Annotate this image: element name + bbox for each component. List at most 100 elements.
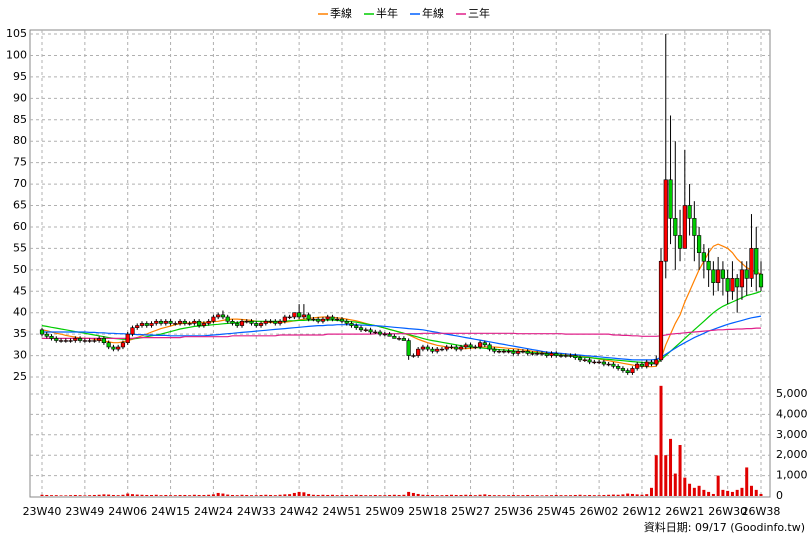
volume-bar bbox=[754, 489, 758, 496]
volume-bar bbox=[78, 495, 82, 496]
volume-bar bbox=[511, 494, 515, 496]
candle-body bbox=[435, 348, 440, 352]
volume-bar bbox=[83, 495, 87, 496]
volume-bar bbox=[183, 494, 187, 496]
x-tick-label: 25W36 bbox=[494, 505, 533, 518]
candle-body bbox=[216, 314, 221, 318]
candle-body bbox=[263, 320, 268, 324]
candle-body bbox=[644, 361, 649, 367]
candle-body bbox=[116, 346, 121, 350]
volume-bar bbox=[178, 494, 182, 496]
candle-body bbox=[292, 312, 297, 318]
candle-body bbox=[573, 355, 578, 359]
volume-bar bbox=[602, 494, 606, 496]
volume-bar bbox=[488, 494, 492, 496]
y-tick-label: 65 bbox=[13, 199, 27, 212]
volume-bar bbox=[173, 495, 177, 496]
candle-body bbox=[273, 320, 278, 324]
candle-body bbox=[235, 323, 240, 326]
candle-body bbox=[720, 269, 726, 279]
x-tick-label: 23W49 bbox=[65, 505, 104, 518]
candle-body bbox=[268, 320, 273, 323]
y-tick-label: 60 bbox=[13, 220, 27, 233]
candle-body bbox=[658, 260, 664, 361]
volume-bar bbox=[716, 475, 720, 496]
volume-bar bbox=[102, 494, 106, 496]
candle-body bbox=[454, 346, 459, 350]
volume-bar bbox=[654, 455, 658, 496]
volume-bar bbox=[611, 494, 615, 496]
x-tick-label: 26W12 bbox=[623, 505, 662, 518]
volume-bar bbox=[454, 494, 458, 496]
candle-body bbox=[458, 346, 464, 350]
candle-body bbox=[101, 338, 107, 344]
volume-bar bbox=[426, 494, 430, 496]
candle-body bbox=[425, 346, 430, 350]
volume-bar bbox=[649, 487, 653, 496]
candle-body bbox=[163, 320, 168, 324]
volume-bar bbox=[702, 489, 706, 496]
volume-bar bbox=[683, 477, 687, 496]
candle-body bbox=[82, 340, 87, 342]
volume-bar bbox=[364, 495, 368, 496]
candle-body bbox=[525, 350, 530, 354]
volume-bar bbox=[711, 493, 715, 496]
candle-body bbox=[320, 318, 326, 322]
volume-bar bbox=[616, 494, 620, 496]
volume-bar bbox=[449, 494, 453, 496]
volume-bar bbox=[530, 495, 534, 496]
candle-body bbox=[173, 323, 178, 325]
candle-body bbox=[739, 269, 745, 288]
candle-body bbox=[249, 320, 254, 324]
candle-body bbox=[244, 320, 249, 323]
x-tick-label: 25W09 bbox=[365, 505, 404, 518]
volume-bar bbox=[126, 493, 130, 496]
candle-body bbox=[344, 320, 349, 324]
legend-label: 年線 bbox=[422, 6, 444, 20]
y-tick-label: 50 bbox=[13, 263, 27, 276]
candle-body bbox=[597, 361, 602, 364]
candle-body bbox=[335, 318, 340, 321]
volume-bar bbox=[50, 495, 54, 496]
volume-bar bbox=[745, 467, 749, 496]
candle-body bbox=[354, 325, 359, 328]
volume-bar bbox=[335, 495, 339, 496]
candle-body bbox=[539, 353, 545, 355]
y-tick-label: 30 bbox=[13, 349, 27, 362]
volume-bar bbox=[340, 494, 344, 496]
candle-body bbox=[639, 363, 645, 367]
candle-body bbox=[420, 346, 426, 350]
candle-body bbox=[677, 235, 683, 249]
volume-bar bbox=[69, 495, 73, 496]
candle-body bbox=[330, 316, 335, 320]
candle-body bbox=[397, 338, 402, 340]
candle-body bbox=[258, 323, 264, 326]
volume-bar bbox=[130, 494, 134, 496]
volume-bar bbox=[297, 491, 301, 496]
source: 資料日期: 09/17 (Goodinfo.tw) bbox=[644, 520, 805, 534]
volume-bar bbox=[330, 494, 334, 496]
candle-body bbox=[377, 331, 383, 335]
volume-bar bbox=[569, 495, 573, 496]
candle-body bbox=[192, 320, 197, 324]
ma-line bbox=[42, 315, 762, 361]
x-tick-label: 26W30 bbox=[708, 505, 747, 518]
candle-body bbox=[106, 342, 111, 348]
volume-bar bbox=[169, 495, 173, 496]
volume-bar bbox=[292, 492, 296, 496]
candle-body bbox=[430, 348, 435, 352]
candle-body bbox=[673, 218, 678, 236]
candle-body bbox=[339, 318, 345, 322]
volume-bar bbox=[407, 491, 411, 496]
volume-bar bbox=[507, 495, 511, 496]
candle-body bbox=[287, 316, 292, 319]
volume-bar bbox=[202, 494, 206, 496]
candle-body bbox=[77, 338, 83, 341]
y-tick-label: 25 bbox=[13, 370, 27, 383]
x-tick-label: 25W45 bbox=[537, 505, 576, 518]
volume-bar bbox=[469, 494, 473, 496]
volume-bar bbox=[445, 494, 449, 496]
x-tick-label: 24W24 bbox=[194, 505, 233, 518]
volume-bar bbox=[288, 494, 292, 496]
candle-body bbox=[230, 320, 235, 324]
